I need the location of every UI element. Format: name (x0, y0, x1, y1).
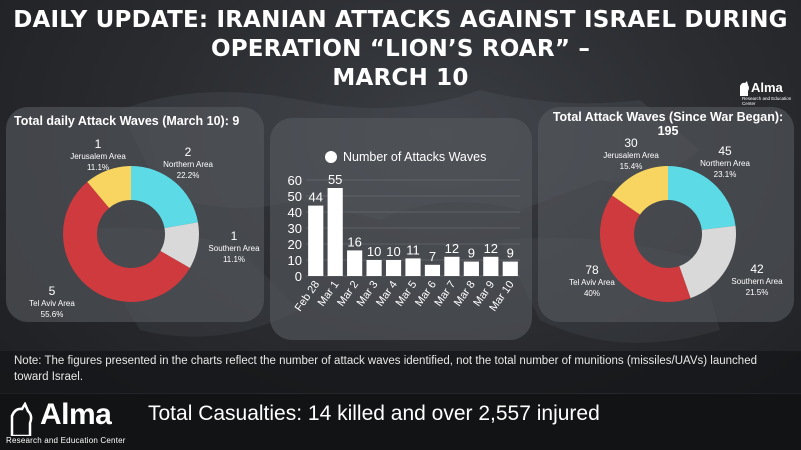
note-text: Note: The figures presented in the chart… (14, 355, 757, 383)
right-telaviv-percent: 40% (583, 289, 600, 298)
bar-legend: Number of Attacks Waves (325, 150, 486, 164)
bar-value-label: 55 (328, 172, 342, 187)
alma-top-logo-icon (740, 81, 749, 96)
bar-value-label: 10 (386, 244, 400, 259)
bar-mar-10 (502, 261, 518, 276)
bar-value-label: 16 (347, 234, 361, 249)
bar-mar-3 (366, 260, 382, 276)
daily-waves-slice-2 (63, 181, 190, 302)
left-jerusalem-value: 1 (94, 137, 102, 151)
daily-waves-slice-0 (131, 166, 198, 229)
title-line-1: Daily Update: Iranian Attacks Against Is… (13, 7, 788, 62)
x-tick-label: Feb 28 (293, 279, 322, 314)
bar-mar-1 (327, 188, 343, 276)
right-northern-value: 45 (718, 144, 732, 158)
bar-value-label: 9 (468, 246, 475, 261)
left-label-jerusalem: 1 Jerusalem Area 11.1% (68, 138, 128, 173)
bar-value-label: 44 (308, 190, 322, 205)
page-title: Daily Update: Iranian Attacks Against Is… (0, 6, 801, 93)
bar-value-label: 9 (507, 246, 514, 261)
total-waves-donut (600, 166, 736, 302)
left-jerusalem-area: Jerusalem Area (70, 152, 126, 161)
y-tick-label: 0 (295, 269, 302, 284)
total-waves-slice-1 (679, 225, 736, 299)
bar-mar-7 (444, 256, 460, 276)
left-telaviv-area: Tel Aviv Area (29, 299, 75, 308)
left-northern-value: 2 (184, 145, 192, 159)
bar-value-label: 12 (484, 241, 498, 256)
left-southern-percent: 11.1% (222, 255, 246, 264)
bar-mar-2 (347, 250, 363, 276)
total-waves-slice-2 (600, 195, 691, 302)
daily-waves-slice-3 (87, 166, 131, 208)
right-jerusalem-value: 30 (624, 136, 638, 150)
y-tick-label: 20 (288, 237, 302, 252)
alma-logo-icon (10, 402, 33, 436)
y-tick-label: 10 (288, 253, 302, 268)
brand-name-footer: Alma (40, 398, 112, 431)
right-jerusalem-percent: 15.4% (619, 162, 643, 171)
brand-subtitle-top: Research and Education Center (742, 96, 792, 106)
right-label-jerusalem: 30 Jerusalem Area 15.4% (600, 137, 662, 172)
bar-mar-8 (463, 261, 479, 276)
right-label-northern: 45 Northern Area 23.1% (692, 145, 758, 180)
right-label-telaviv: 78 Tel Aviv Area 40% (562, 264, 622, 299)
right-jerusalem-area: Jerusalem Area (603, 151, 659, 160)
right-northern-percent: 23.1% (713, 170, 737, 179)
right-southern-value: 42 (750, 262, 764, 276)
left-southern-area: Southern Area (208, 244, 260, 253)
bar-legend-label: Number of Attacks Waves (343, 150, 487, 164)
title-line-2: March 10 (332, 65, 469, 91)
right-southern-percent: 21.5% (745, 288, 769, 297)
y-tick-label: 60 (288, 173, 302, 188)
left-label-telaviv: 5 Tel Aviv Area 55.6% (22, 285, 82, 320)
right-label-southern: 42 Southern Area 21.5% (724, 263, 790, 298)
note-band (0, 351, 801, 393)
bar-value-label: 7 (429, 249, 436, 264)
daily-waves-slice-1 (160, 222, 199, 268)
bar-value-label: 12 (445, 241, 459, 256)
left-telaviv-percent: 55.6% (40, 310, 64, 319)
y-tick-label: 50 (288, 189, 302, 204)
right-telaviv-area: Tel Aviv Area (569, 278, 615, 287)
daily-waves-title: Total daily Attack Waves (March 10): 9 (14, 114, 240, 128)
total-waves-title-line-2: 195 (657, 124, 679, 138)
legend-dot-icon (325, 151, 337, 163)
total-waves-title-line-1: Total Attack Waves (Since War Began): (552, 110, 784, 124)
left-southern-value: 1 (230, 229, 238, 243)
brand-subtitle-footer: Research and Education Center (6, 436, 126, 445)
total-waves-title: Total Attack Waves (Since War Began): 19… (540, 110, 796, 138)
bar-value-label: 11 (406, 242, 420, 257)
casualties-text: Total Casualties: 14 killed and over 2,5… (148, 402, 600, 425)
left-northern-percent: 22.2% (176, 171, 200, 180)
left-jerusalem-percent: 11.1% (86, 163, 110, 172)
brand-name-top: Alma (751, 80, 783, 95)
bar-feb-28 (308, 205, 324, 276)
y-tick-label: 40 (288, 205, 302, 220)
daily-waves-donut (63, 166, 199, 302)
bar-mar-9 (483, 256, 499, 276)
right-northern-area: Northern Area (700, 159, 750, 168)
left-label-northern: 2 Northern Area 22.2% (155, 146, 221, 181)
left-northern-area: Northern Area (163, 160, 213, 169)
right-southern-area: Southern Area (731, 277, 783, 286)
footer (0, 394, 801, 450)
left-telaviv-value: 5 (48, 284, 56, 298)
left-label-southern: 1 Southern Area 11.1% (201, 230, 267, 265)
right-telaviv-value: 78 (585, 263, 599, 277)
total-waves-slice-3 (612, 166, 668, 215)
bar-mar-6 (424, 264, 441, 276)
bar-mar-4 (385, 260, 402, 276)
y-tick-label: 30 (288, 221, 302, 236)
bar-value-label: 10 (367, 244, 381, 259)
bar-mar-5 (405, 258, 421, 276)
total-waves-slice-0 (668, 166, 736, 230)
